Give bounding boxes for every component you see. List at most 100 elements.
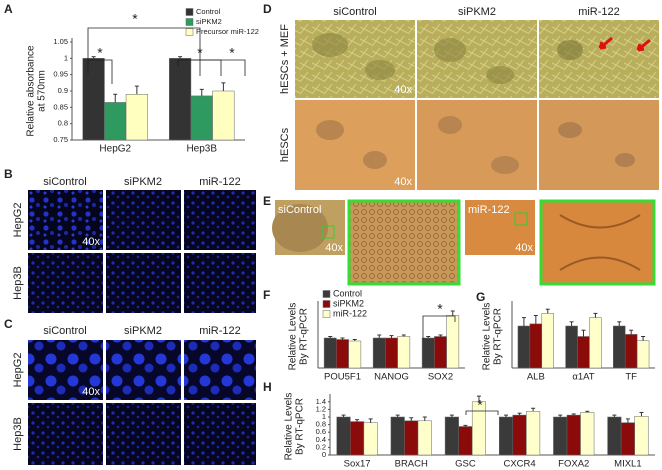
bar: [404, 420, 419, 456]
bar: [565, 325, 578, 369]
bar: [512, 414, 527, 456]
bar: [104, 102, 127, 141]
bar: [350, 421, 365, 456]
bar: [458, 426, 473, 456]
bar: [417, 420, 432, 456]
y-axis-label: Relative absorbance: [26, 45, 37, 137]
bar: [607, 416, 622, 456]
x-tick-label: BRACH: [395, 459, 428, 470]
bar: [541, 313, 554, 369]
x-tick-label: TF: [625, 372, 637, 383]
significance-bracket: [422, 315, 456, 340]
significance-star: *: [97, 45, 103, 61]
micrograph: [28, 403, 103, 465]
bar: [336, 416, 351, 456]
magnification: 40x: [82, 236, 100, 248]
bar: [434, 336, 447, 369]
significance-bracket: [177, 59, 246, 76]
column-label: siPKM2: [458, 6, 496, 18]
significance-bracket: [87, 27, 201, 76]
micrograph: [106, 340, 181, 400]
row-label: Hep3B: [12, 266, 24, 300]
x-tick-label: Sox17: [344, 459, 371, 470]
column-label: siControl: [43, 325, 86, 337]
y-tick-label: 1: [322, 412, 326, 421]
legend-label: Control: [196, 7, 221, 16]
bar: [372, 337, 386, 369]
bar: [613, 325, 626, 369]
bar: [634, 415, 649, 456]
x-tick-label: NANOG: [374, 372, 409, 383]
legend-swatch: [185, 28, 194, 36]
micrograph: [28, 253, 103, 313]
magnification: 40x: [82, 386, 100, 398]
legend-label: Control: [333, 288, 362, 298]
x-tick-label: Hep3B: [186, 144, 217, 155]
y-tick-label: 0.8: [316, 420, 326, 429]
row-label: hESCs: [279, 127, 291, 162]
micrograph: [539, 20, 659, 98]
column-label: siControl: [43, 176, 86, 188]
row-label: HepG2: [12, 203, 24, 238]
bar: [348, 340, 362, 369]
significance-star: *: [229, 45, 235, 61]
y-axis-label: Relative Levels: [288, 303, 299, 371]
y-axis-label: Relative Levels: [284, 393, 295, 461]
x-tick-label: CXCR4: [503, 459, 535, 470]
bar: [397, 336, 411, 369]
panel-label: E: [263, 194, 271, 208]
panel-label: C: [4, 317, 13, 331]
legend-swatch: [322, 300, 331, 308]
micrograph: [539, 100, 659, 190]
x-tick-label: HepG2: [99, 144, 131, 155]
bar: [385, 337, 398, 369]
bar: [529, 323, 543, 369]
y-tick-label: 0.4: [316, 435, 326, 444]
legend-label: siPKM2: [333, 298, 364, 308]
legend-label: Precursor miR-122: [196, 27, 259, 36]
x-tick-label: FOXA2: [558, 459, 589, 470]
micrograph-zoom: [347, 199, 461, 286]
y-axis-label: Relative Levels: [482, 303, 493, 371]
micrograph: [28, 190, 103, 250]
micrograph: [295, 100, 415, 190]
micrograph: [106, 190, 181, 250]
legend-swatch: [185, 18, 194, 26]
bar: [212, 90, 235, 141]
x-tick-label: POU5F1: [324, 372, 361, 383]
bar: [190, 95, 213, 141]
row-label: HepG2: [12, 353, 24, 388]
significance-star: *: [197, 45, 203, 61]
bar: [526, 411, 541, 456]
bar: [421, 337, 435, 369]
column-label: siPKM2: [124, 325, 162, 337]
x-tick-label: MIXL1: [614, 459, 641, 470]
magnification: 40x: [515, 242, 533, 254]
legend-swatch: [185, 8, 194, 16]
bar: [517, 325, 531, 369]
legend-swatch: [322, 310, 331, 318]
significance-bracket: [87, 59, 113, 84]
significance-star: *: [437, 301, 443, 317]
significance-bracket: [465, 410, 499, 415]
magnification: 40x: [394, 176, 412, 188]
x-tick-label: SOX2: [428, 372, 453, 383]
bar: [499, 416, 514, 456]
bar: [620, 422, 635, 456]
y-tick-label: 0.6: [316, 427, 326, 436]
bar: [444, 416, 459, 456]
legend-swatch: [322, 290, 331, 298]
micrograph-zoom: [539, 199, 656, 286]
column-label: miR-122: [199, 325, 241, 337]
bar: [577, 336, 590, 369]
bar: [390, 416, 405, 456]
bar: [566, 414, 581, 456]
panel-label: A: [4, 2, 13, 16]
labels: A B C D E F G H siControl siPKM2 miR-122…: [4, 2, 620, 451]
bar: [169, 58, 192, 141]
row-label: Hep3B: [12, 417, 24, 451]
bar: [363, 422, 378, 456]
micrograph: [106, 403, 181, 465]
image-panels: [28, 20, 659, 465]
